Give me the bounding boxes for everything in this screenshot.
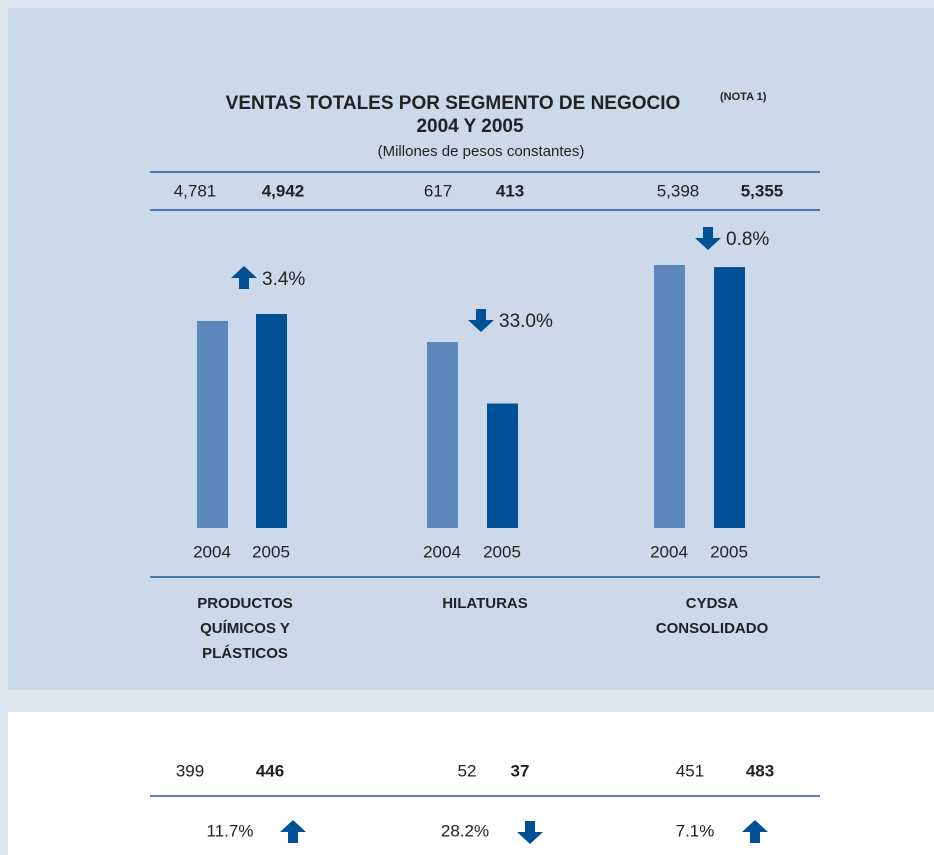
year-label: 2005 — [483, 542, 521, 561]
title: VENTAS TOTALES POR SEGMENTO DE NEGOCIO — [226, 93, 681, 114]
value-label: 5,355 — [741, 181, 784, 200]
change-label: 0.8% — [726, 229, 769, 250]
bar — [256, 314, 287, 528]
value-label: 5,398 — [657, 181, 700, 200]
category-label: CONSOLIDADO — [656, 620, 769, 637]
value-label: 52 — [458, 761, 477, 780]
category-label: HILATURAS — [442, 595, 528, 612]
bar — [197, 320, 228, 528]
value-label: 399 — [176, 761, 204, 780]
category-label: QUÍMICOS Y — [200, 620, 290, 637]
change-label: 3.4% — [262, 269, 305, 290]
arrow-up — [742, 820, 768, 843]
value-label: 37 — [511, 761, 530, 780]
value-label: 446 — [256, 761, 284, 780]
change-label: 7.1% — [676, 821, 715, 840]
year-label: 2004 — [650, 542, 688, 561]
category-label: PRODUCTOS — [197, 595, 293, 612]
bottom-panel — [8, 712, 934, 855]
category-label: PLÁSTICOS — [202, 645, 288, 662]
title-note: (NOTA 1) — [720, 91, 767, 103]
change-label: 33.0% — [499, 311, 553, 332]
change-label: 11.7% — [207, 821, 254, 840]
value-label: 617 — [424, 181, 452, 200]
year-label: 2004 — [423, 542, 461, 561]
year-label: 2005 — [252, 542, 290, 561]
value-label: 483 — [746, 761, 774, 780]
category-label: CYDSA — [686, 595, 739, 612]
value-label: 413 — [496, 181, 524, 200]
value-label: 451 — [676, 761, 704, 780]
bar — [714, 267, 745, 528]
bar — [654, 265, 685, 528]
year-label: 2004 — [193, 542, 231, 561]
arrow-up — [280, 820, 306, 843]
change-label: 28.2% — [441, 821, 489, 840]
arrow-down — [468, 309, 494, 332]
arrow-up — [231, 266, 257, 289]
value-label: 4,942 — [262, 181, 305, 200]
year-label: 2005 — [710, 542, 748, 561]
value-label: 4,781 — [174, 181, 217, 200]
bar — [487, 403, 518, 528]
bar — [427, 342, 458, 528]
arrow-down — [695, 227, 721, 250]
subtitle: (Millones de pesos constantes) — [378, 143, 585, 160]
title-line2: 2004 Y 2005 — [416, 116, 524, 137]
arrow-down — [517, 821, 543, 844]
